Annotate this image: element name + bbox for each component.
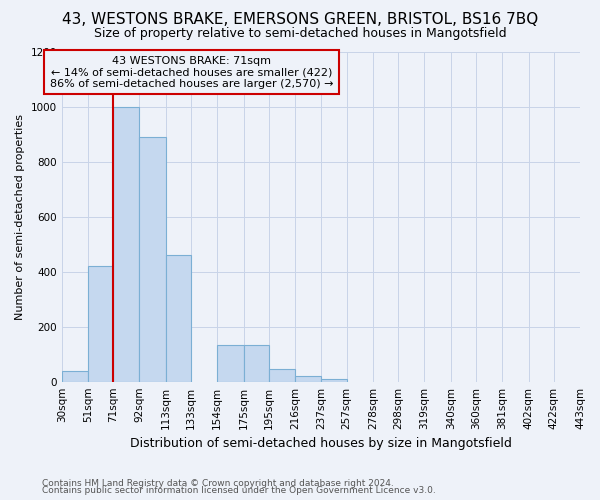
- Bar: [166, 255, 191, 382]
- Text: Contains public sector information licensed under the Open Government Licence v3: Contains public sector information licen…: [42, 486, 436, 495]
- Bar: [62, 370, 88, 382]
- X-axis label: Distribution of semi-detached houses by size in Mangotsfield: Distribution of semi-detached houses by …: [130, 437, 512, 450]
- Bar: [139, 137, 166, 382]
- Text: 43, WESTONS BRAKE, EMERSONS GREEN, BRISTOL, BS16 7BQ: 43, WESTONS BRAKE, EMERSONS GREEN, BRIST…: [62, 12, 538, 28]
- Bar: [295, 376, 322, 382]
- Bar: [269, 370, 295, 382]
- Bar: [244, 344, 269, 382]
- Text: Size of property relative to semi-detached houses in Mangotsfield: Size of property relative to semi-detach…: [94, 28, 506, 40]
- Text: Contains HM Land Registry data © Crown copyright and database right 2024.: Contains HM Land Registry data © Crown c…: [42, 478, 394, 488]
- Bar: [113, 106, 139, 382]
- Bar: [322, 379, 347, 382]
- Bar: [88, 266, 113, 382]
- Y-axis label: Number of semi-detached properties: Number of semi-detached properties: [15, 114, 25, 320]
- Text: 43 WESTONS BRAKE: 71sqm
← 14% of semi-detached houses are smaller (422)
86% of s: 43 WESTONS BRAKE: 71sqm ← 14% of semi-de…: [50, 56, 334, 89]
- Bar: [217, 344, 244, 382]
